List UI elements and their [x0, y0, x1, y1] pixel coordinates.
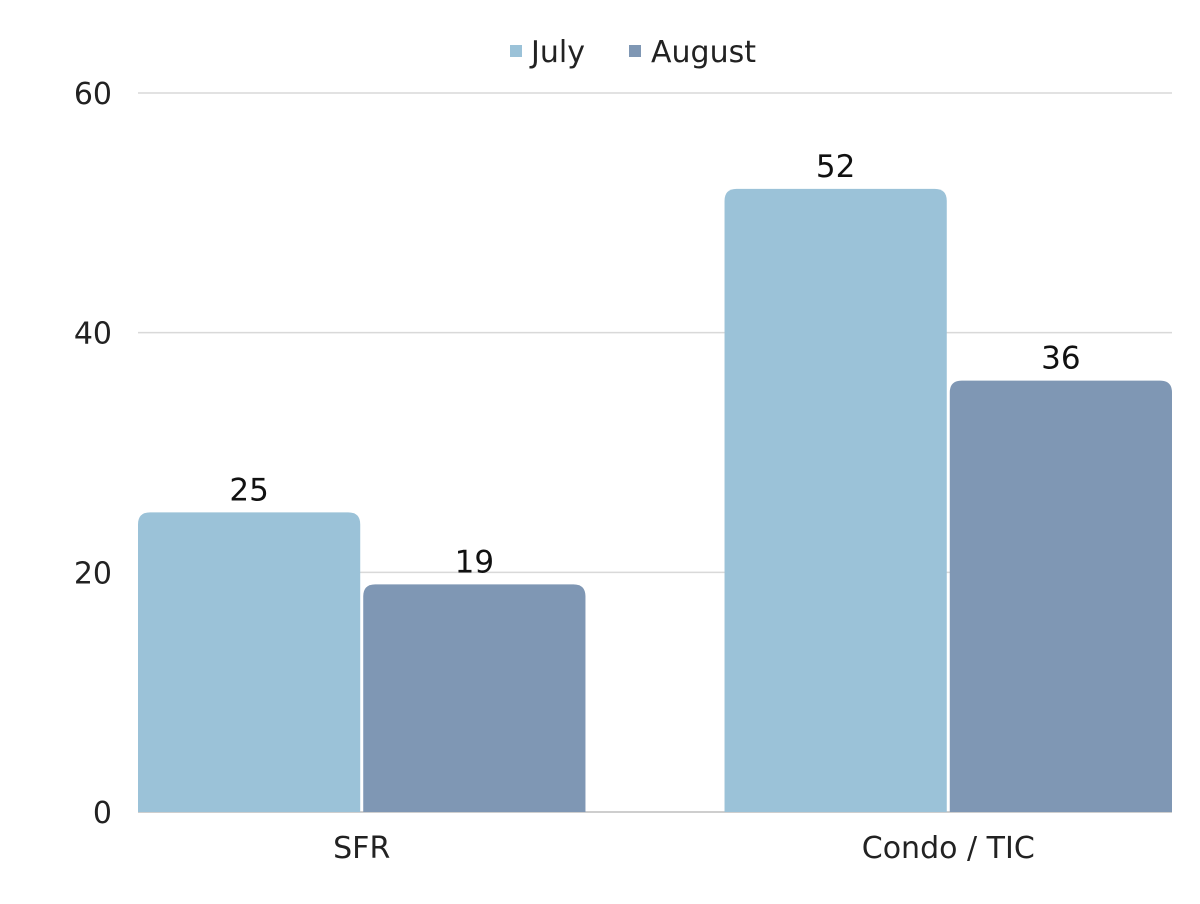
bar-july-0: [138, 512, 361, 812]
data-labels: 25 19 52 36: [229, 149, 1080, 580]
bar-august-0: [363, 584, 586, 812]
legend: July August: [510, 35, 756, 70]
bar-august-1: [949, 380, 1172, 812]
legend-label-july: July: [529, 35, 585, 70]
x-category-label: SFR: [333, 831, 390, 866]
data-label: 36: [1041, 341, 1080, 377]
data-label: 19: [455, 544, 494, 580]
bar-july-1: [724, 188, 947, 812]
legend-swatch-july: [510, 45, 522, 57]
y-tick-label: 20: [74, 556, 112, 591]
data-label: 25: [229, 472, 268, 508]
y-axis-ticks: 0 20 40 60: [74, 77, 112, 831]
y-tick-label: 40: [74, 317, 112, 352]
y-tick-label: 60: [74, 77, 112, 112]
y-tick-label: 0: [93, 796, 112, 831]
legend-swatch-august: [629, 45, 641, 57]
legend-label-august: August: [651, 35, 756, 70]
data-label: 52: [816, 149, 855, 185]
bars: [138, 188, 1172, 812]
x-axis-categories: SFR Condo / TIC: [333, 831, 1035, 866]
x-category-label: Condo / TIC: [862, 831, 1035, 866]
